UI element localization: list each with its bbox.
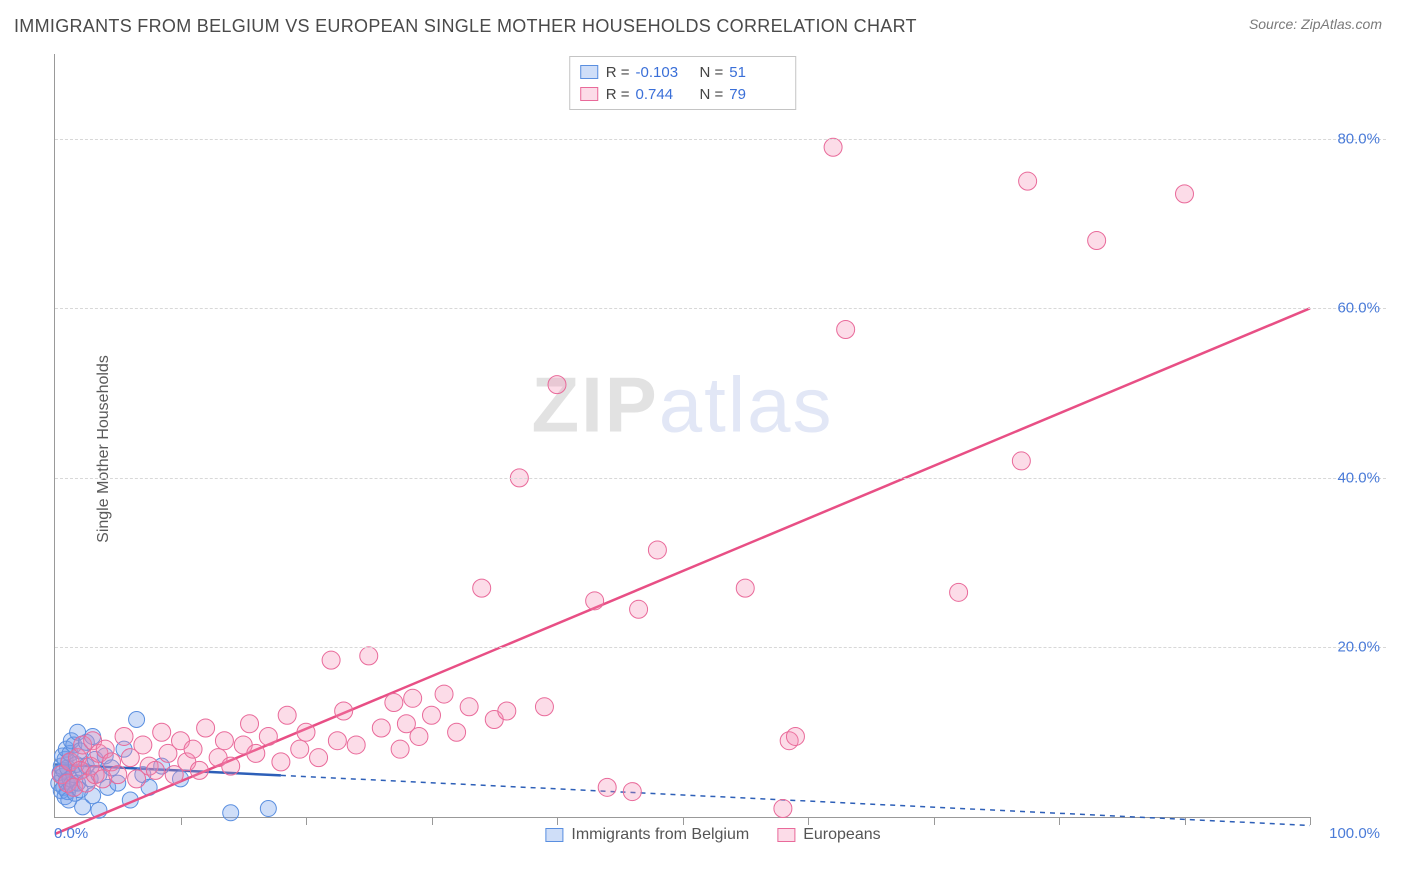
n-value-belgium: 51 — [729, 64, 785, 81]
y-tick-label: 80.0% — [1337, 130, 1380, 147]
y-tick-label: 60.0% — [1337, 300, 1380, 317]
r-value-belgium: -0.103 — [636, 64, 692, 81]
r-label: R = — [606, 86, 630, 103]
legend-swatch-europeans — [580, 87, 598, 101]
legend-swatch-europeans — [777, 828, 795, 842]
r-value-europeans: 0.744 — [636, 86, 692, 103]
x-max-label: 100.0% — [1329, 825, 1380, 842]
y-tick-label: 20.0% — [1337, 639, 1380, 656]
source-credit: Source: ZipAtlas.com — [1249, 16, 1382, 32]
x-origin-label: 0.0% — [54, 825, 88, 842]
chart-container: Single Mother Households ZIPatlas R = -0… — [40, 54, 1386, 844]
chart-title: IMMIGRANTS FROM BELGIUM VS EUROPEAN SING… — [14, 16, 917, 37]
correlation-legend: R = -0.103 N = 51 R = 0.744 N = 79 — [569, 56, 797, 110]
chart-svg — [55, 54, 1310, 817]
n-label: N = — [700, 64, 724, 81]
series-legend: Immigrants from Belgium Europeans — [545, 826, 880, 844]
legend-label-europeans: Europeans — [803, 826, 880, 844]
plot-area: ZIPatlas R = -0.103 N = 51 R = 0.744 N =… — [54, 54, 1310, 818]
n-value-europeans: 79 — [729, 86, 785, 103]
r-label: R = — [606, 64, 630, 81]
y-tick-label: 40.0% — [1337, 469, 1380, 486]
n-label: N = — [700, 86, 724, 103]
legend-swatch-belgium — [580, 65, 598, 79]
legend-label-belgium: Immigrants from Belgium — [571, 826, 749, 844]
legend-swatch-belgium — [545, 828, 563, 842]
